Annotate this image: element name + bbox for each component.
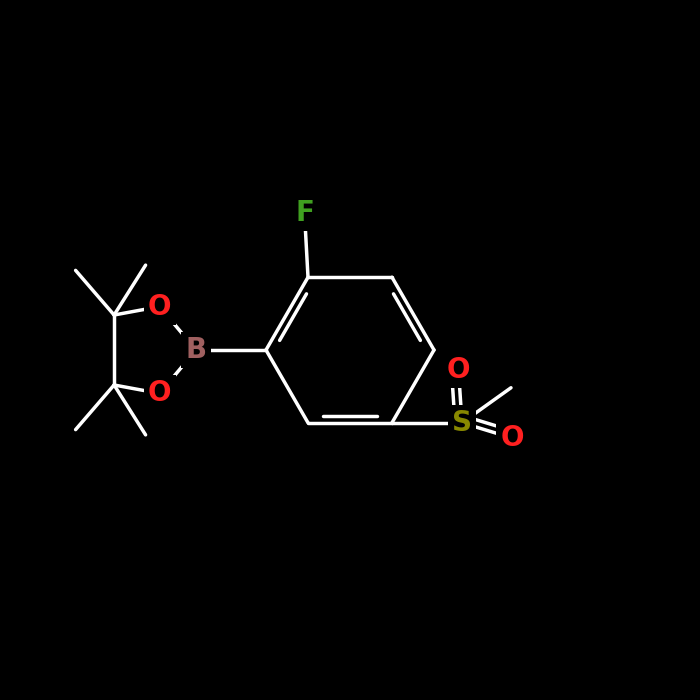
Text: B: B xyxy=(186,336,206,364)
Text: F: F xyxy=(295,199,314,227)
Text: O: O xyxy=(500,424,524,452)
Text: O: O xyxy=(447,356,470,384)
Text: O: O xyxy=(148,379,172,407)
Text: O: O xyxy=(148,293,172,321)
Text: S: S xyxy=(452,409,472,437)
